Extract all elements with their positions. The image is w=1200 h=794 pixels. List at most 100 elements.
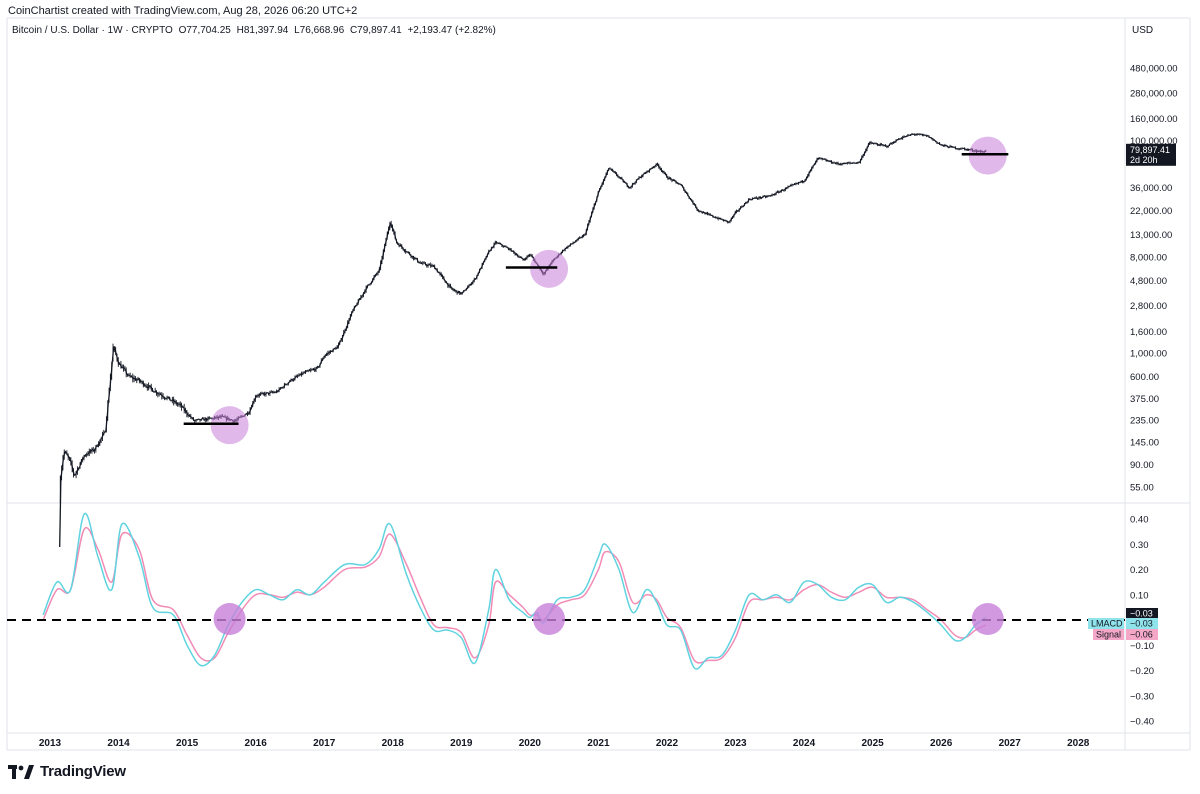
price-candle-body (277, 388, 281, 392)
price-candle-body (335, 346, 339, 350)
price-candle-body (252, 399, 256, 403)
price-candle-body (507, 247, 510, 250)
price-candle-body (371, 278, 374, 283)
price-candle-body (705, 212, 708, 215)
price-candle-body (206, 417, 210, 421)
price-candle-body (689, 197, 692, 200)
price-candle-body (392, 229, 396, 234)
price-candle-body (305, 370, 308, 373)
price-candle-body (482, 261, 485, 265)
price-candle-body (353, 306, 356, 311)
price-candle-body (502, 245, 505, 248)
price-candle-body (106, 401, 109, 419)
price-candle-body (113, 346, 116, 350)
price-candle-body (337, 344, 340, 348)
time-axis[interactable]: 2013 2014 2015 2016 2017 2018 2019 2020 2021 2022… (39, 738, 1090, 749)
price-candle-body (185, 410, 189, 415)
price-candle-body (180, 403, 183, 408)
price-candle-body (907, 134, 909, 137)
price-candle-body (362, 292, 365, 296)
price-candle-body (888, 143, 891, 147)
price-candle-body (641, 173, 645, 177)
price-candle-body (585, 229, 588, 235)
price-candle-body (691, 201, 695, 205)
price-candle-body (731, 216, 734, 219)
price-candle-body (702, 211, 705, 214)
price-candle-body (458, 290, 461, 295)
price-candle-body (378, 267, 381, 273)
price-candle-body (172, 399, 175, 403)
lmacd-line (42, 512, 987, 670)
price-candle-body (168, 396, 171, 401)
price-candle-body (903, 135, 905, 138)
price-candle-body (743, 203, 746, 207)
price-candle-body (151, 388, 154, 392)
price-candle-body (836, 162, 840, 165)
price-candle-body (473, 278, 476, 282)
price-tick-label: 13,000.00 (1130, 230, 1172, 241)
lmacd-label-tag[interactable] (1088, 618, 1124, 629)
price-candle-body (865, 146, 869, 151)
price-candle-body (949, 145, 952, 148)
price-candle-body (107, 390, 111, 402)
price-candle-body (404, 250, 407, 253)
price-candle-body (93, 449, 96, 452)
price-candle-body (531, 255, 534, 258)
price-candle-body (687, 195, 691, 199)
price-candle-body (637, 176, 641, 180)
price-candle-body (640, 175, 643, 178)
price-candle-body (844, 162, 847, 165)
price-candle-body (569, 243, 572, 246)
price-candle-body (424, 262, 427, 266)
price-candle-body (490, 247, 493, 251)
price-candle-body (382, 250, 385, 259)
price-candle-body (604, 173, 608, 178)
currency-label[interactable]: USD (1132, 25, 1154, 36)
price-candle-body (301, 372, 304, 376)
price-candle-body (954, 146, 957, 150)
price-candle-body (643, 172, 646, 175)
price-candle-body (834, 162, 837, 165)
price-candle-body (560, 252, 563, 255)
price-tick-label: 480,000.00 (1130, 64, 1178, 75)
price-axis[interactable]: 55.00 90.00 145.00 235.00 375.00 600.00 1,000.… (1130, 64, 1178, 494)
price-tick-label: 90.00 (1130, 460, 1154, 471)
price-candle-body (421, 262, 424, 265)
price-candle-body (856, 161, 859, 164)
signal-label-tag[interactable] (1093, 629, 1124, 640)
price-candle-body (358, 298, 361, 301)
symbol-name[interactable]: Bitcoin / U.S. Dollar · 1W · CRYPTO (12, 25, 173, 36)
price-candle-body (175, 401, 178, 405)
price-candle-body (771, 194, 774, 196)
price-candle-body (829, 160, 832, 163)
price-candle-body (245, 412, 248, 416)
year-tick-label: 2023 (724, 738, 747, 749)
price-candle-body (400, 245, 403, 248)
zero-tag[interactable] (1126, 608, 1158, 619)
price-candle-body (717, 217, 720, 220)
lmacd-value-tag[interactable] (1126, 618, 1158, 629)
price-candle-body (602, 179, 605, 184)
oscillator-tick-label: 0.20 (1130, 565, 1149, 576)
signal-value-tag[interactable] (1126, 629, 1158, 640)
price-candle-body (142, 381, 145, 386)
price-candle-body (887, 145, 890, 148)
price-candle-body (487, 250, 490, 254)
price-candle-body (246, 412, 249, 415)
price-candle-body (475, 274, 479, 279)
price-candle-body (324, 354, 327, 357)
price-tick-label: 100,000.00 (1130, 136, 1178, 147)
brand-name: TradingView (40, 763, 126, 780)
price-candle-body (450, 286, 453, 290)
price-candle-body (500, 243, 504, 247)
price-candle-body (515, 253, 518, 256)
oscillator-axis[interactable]: 0.40 0.30 0.20 0.10 −0.10 −0.20 −0.30 −0.40 (1130, 515, 1154, 728)
price-candle-body (383, 244, 386, 251)
price-tag[interactable] (1126, 143, 1176, 166)
year-tick-label: 2027 (999, 738, 1022, 749)
price-candle-body (512, 250, 515, 253)
price-candle-body (452, 288, 455, 291)
price-candle-body (200, 418, 203, 421)
price-candle-body (167, 396, 170, 399)
